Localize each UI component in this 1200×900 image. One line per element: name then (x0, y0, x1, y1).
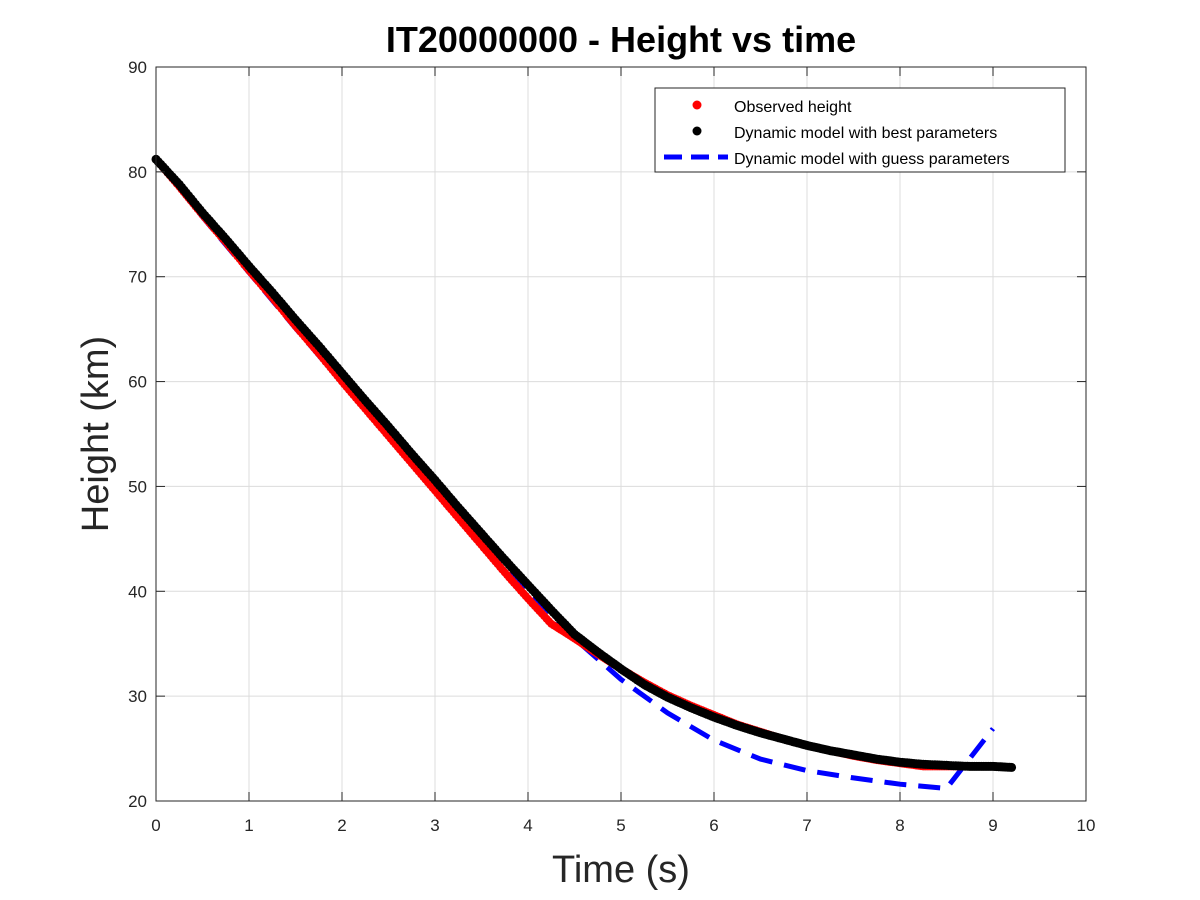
x-tick-label: 2 (337, 816, 346, 835)
series-1 (151, 154, 1017, 772)
x-tick-label: 5 (616, 816, 625, 835)
x-tick-label: 1 (244, 816, 253, 835)
x-tick-label: 6 (709, 816, 718, 835)
best-model-point (1007, 762, 1017, 772)
ticks (155, 66, 1087, 802)
y-tick-label: 40 (128, 582, 147, 601)
x-tick-label: 10 (1077, 816, 1096, 835)
series-layer (151, 154, 1017, 792)
legend-label-best-model: Dynamic model with best parameters (734, 125, 997, 142)
chart-title: IT20000000 - Height vs time (386, 19, 856, 60)
y-tick-label: 90 (128, 58, 147, 77)
legend-marker-best-model (692, 126, 702, 136)
y-tick-label: 70 (128, 268, 147, 287)
y-tick-label: 50 (128, 477, 147, 496)
tick-labels: 0 1 2 3 4 5 6 7 8 9 10 20 30 40 50 60 70 80 90 (128, 58, 1095, 835)
x-tick-label: 0 (151, 816, 160, 835)
x-tick-label: 7 (802, 816, 811, 835)
x-axis-label: Time (s) (552, 849, 690, 891)
x-tick-label: 8 (895, 816, 904, 835)
y-tick-label: 20 (128, 792, 147, 811)
y-tick-label: 60 (128, 373, 147, 392)
x-tick-label: 9 (988, 816, 997, 835)
legend: Observed height Dynamic model with best … (654, 87, 1066, 173)
y-axis-label: Height (km) (75, 336, 117, 532)
x-tick-label: 3 (430, 816, 439, 835)
legend-marker-observed-height (692, 100, 702, 110)
legend-label-observed-height: Observed height (734, 99, 852, 116)
legend-label-guess-model: Dynamic model with guess parameters (734, 151, 1010, 168)
y-tick-label: 80 (128, 163, 147, 182)
y-tick-label: 30 (128, 687, 147, 706)
x-tick-label: 4 (523, 816, 532, 835)
